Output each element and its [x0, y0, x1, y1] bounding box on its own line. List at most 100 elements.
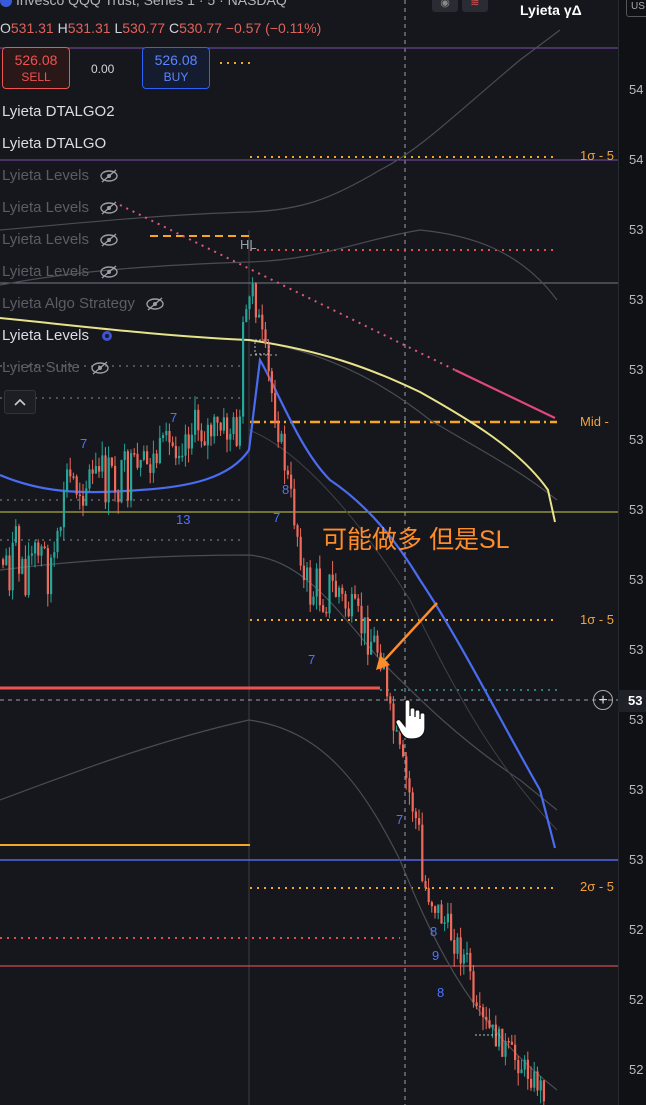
candle-body [232, 417, 235, 434]
candle-body [398, 730, 401, 745]
candle-body [344, 593, 347, 609]
candle-body [331, 574, 334, 581]
candle-body [98, 466, 101, 472]
eye-hidden-icon[interactable] [99, 201, 119, 215]
candle-body [11, 542, 14, 591]
candlestick-series [2, 277, 545, 1105]
candle-marker-label: 13 [176, 512, 191, 527]
band-label-mid: Mid - [580, 414, 609, 429]
candle-body [251, 283, 254, 297]
candle-body [322, 605, 325, 612]
candle-body [370, 641, 373, 655]
candle-body [494, 1024, 497, 1047]
ma-blue [0, 356, 557, 849]
candle-body [43, 546, 46, 549]
band-label-lower-1s: 1σ - 5 [580, 612, 615, 627]
eye-hidden-icon[interactable] [90, 361, 110, 375]
eye-hidden-icon[interactable] [99, 233, 119, 247]
symbol-title[interactable]: Invesco QQQ Trust, Series 1 · 5 · NASDAQ [0, 0, 420, 12]
indicator-row[interactable]: Lyieta Levels [2, 327, 119, 344]
candle-body [123, 451, 126, 461]
candle-body [514, 1044, 517, 1060]
eye-hidden-icon[interactable] [145, 297, 165, 311]
candle-marker-label: 7 [170, 410, 178, 425]
candle-body [418, 818, 421, 825]
candle-body [72, 476, 75, 478]
hl-marker-box [254, 339, 270, 355]
candle-marker-label: 8 [430, 924, 438, 939]
candle-body [142, 451, 145, 460]
settings-icon[interactable] [99, 329, 119, 343]
indicator-label: Lyieta Levels [2, 231, 89, 248]
price-scale[interactable]: US 54 54 53 53 53 53 53 53 53 53 53 53 52 52 52 [618, 0, 646, 1105]
indicator-row[interactable]: Lyieta Suite [2, 359, 110, 376]
collapse-legend-button[interactable] [4, 390, 36, 414]
candle-body [462, 954, 465, 964]
buy-button[interactable]: 526.08 BUY [142, 47, 210, 89]
annotation-arrow-head [376, 655, 390, 670]
eye-hidden-icon[interactable] [99, 169, 119, 183]
candle-body [408, 778, 411, 793]
candle-body [472, 971, 475, 1003]
sell-price: 526.08 [14, 52, 58, 68]
alert-icon[interactable]: ≋ [462, 0, 488, 12]
candle-body [389, 696, 392, 704]
candle-body [309, 567, 312, 605]
candle-body [488, 1020, 491, 1028]
indicator-label: Lyieta Suite [2, 359, 80, 376]
band-label-lower-2s: 2σ - 5 [580, 879, 615, 894]
candle-body [146, 451, 149, 465]
band-lower-1 [0, 554, 558, 811]
indicator-row[interactable]: Lyieta Levels [2, 167, 119, 184]
candle-body [386, 662, 389, 697]
price-tick-label: 53 [629, 712, 644, 727]
candle-body [254, 283, 257, 318]
brand-label: Lyieta γΔ [520, 2, 582, 18]
price-tick-label: 53 [629, 292, 644, 307]
candle-body [114, 465, 117, 493]
candle-marker-label: HL [240, 237, 257, 252]
candle-body [485, 1016, 488, 1021]
indicator-row[interactable]: Lyieta Levels [2, 263, 119, 280]
crosshair-add-button[interactable]: + [593, 690, 613, 710]
candle-body [338, 587, 341, 597]
price-tick-label: 54 [629, 152, 644, 167]
candle-body [24, 558, 27, 596]
candle-body [498, 1028, 501, 1047]
candle-body [213, 416, 216, 437]
candle-body [107, 457, 110, 503]
candle-body [110, 457, 113, 466]
candle-body [226, 417, 229, 440]
eye-toggle-button[interactable]: ◉ [432, 0, 458, 12]
candle-body [133, 453, 136, 455]
candle-body [258, 314, 261, 318]
candle-body [242, 322, 245, 417]
candle-body [446, 913, 449, 923]
chart-area[interactable]: Invesco QQQ Trust, Series 1 · 5 · NASDAQ… [0, 0, 618, 1105]
sell-button[interactable]: 526.08 SELL [2, 47, 70, 89]
indicator-row[interactable]: Lyieta Levels [2, 199, 119, 216]
candle-body [197, 409, 200, 431]
candle-body [264, 329, 267, 345]
indicator-row[interactable]: Lyieta DTALGO [2, 135, 106, 152]
indicator-row[interactable]: Lyieta Algo Strategy [2, 295, 165, 312]
chart-canvas[interactable] [0, 0, 618, 1105]
candle-body [184, 434, 187, 456]
candle-body [168, 431, 171, 443]
annotation-arrow-shaft [379, 602, 438, 666]
candle-body [421, 824, 424, 881]
price-tick-label: 52 [629, 922, 644, 937]
indicator-row[interactable]: Lyieta Levels [2, 231, 119, 248]
price-tick-label: 53 [629, 222, 644, 237]
candle-body [478, 1005, 481, 1008]
candle-body [427, 887, 430, 903]
indicator-row[interactable]: Lyieta DTALGO2 [2, 103, 115, 120]
currency-badge[interactable]: US [626, 0, 646, 17]
buy-price: 526.08 [154, 52, 198, 68]
candle-body [235, 417, 238, 446]
price-tick-label: 54 [629, 82, 644, 97]
eye-hidden-icon[interactable] [99, 265, 119, 279]
candle-body [94, 466, 97, 474]
candle-body [219, 422, 222, 431]
candle-body [238, 416, 241, 446]
